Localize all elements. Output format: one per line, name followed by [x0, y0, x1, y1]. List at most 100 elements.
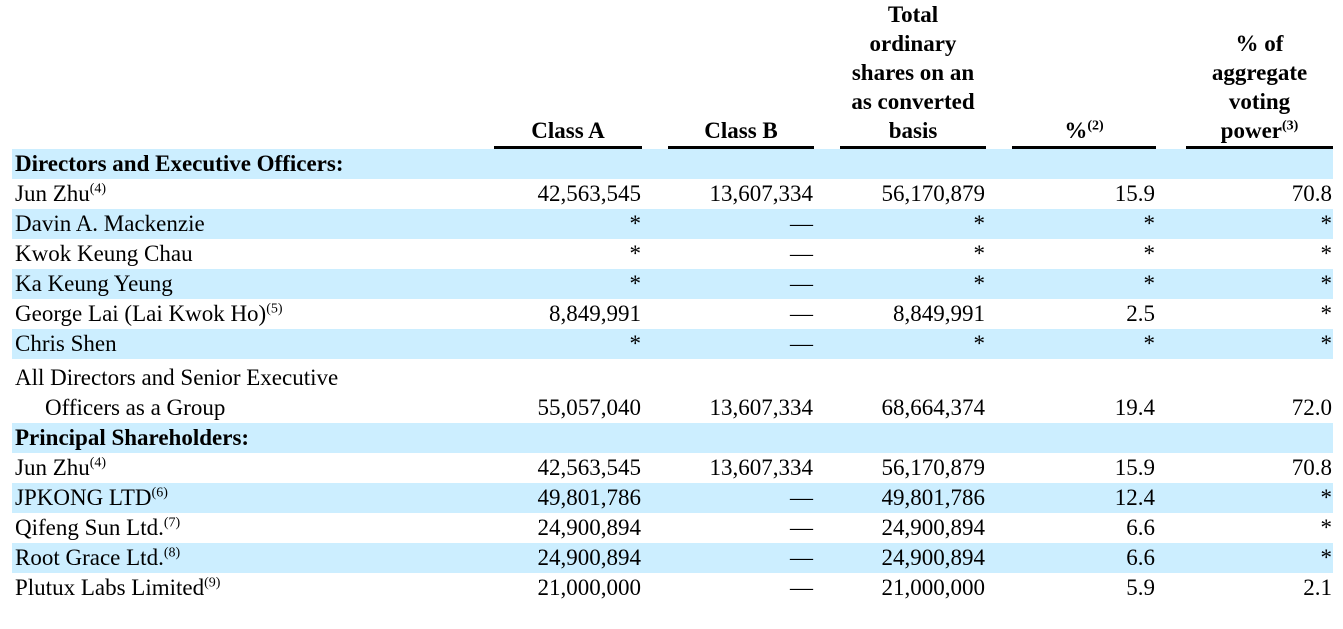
total-shares-value: 49,801,786 [881, 485, 986, 510]
shareholder-row: Plutux Labs Limited(9) 21,000,000 — 21,000,… [12, 573, 1333, 603]
class-a-value: 24,900,894 [537, 545, 642, 570]
class-a-value: 8,849,991 [549, 301, 641, 326]
column-header-underline: % of aggregate voting power(3) [1186, 29, 1333, 149]
column-header-class-a: Class A [490, 0, 642, 149]
header-row: Class A Class B Total ordinary shares on… [12, 0, 1333, 149]
column-header-total-shares: Total ordinary shares on an as converted… [814, 0, 986, 149]
footnote-ref: (9) [204, 575, 221, 591]
holder-name-line1: All Directors and Senior Executive [15, 365, 339, 390]
column-header-label: Total ordinary shares on an as converted… [851, 2, 975, 143]
percent-value: 15.9 [1114, 455, 1155, 480]
holder-name-text: Plutux Labs Limited [15, 575, 205, 600]
column-header-label: Class B [704, 118, 778, 143]
total-shares-value: * [973, 331, 986, 356]
footnote-ref: (3) [1282, 118, 1299, 134]
section-row: Principal Shareholders: [12, 423, 1333, 453]
holder-name-text: Kwok Keung Chau [15, 241, 193, 266]
class-b-value: — [790, 545, 813, 570]
section-title: Directors and Executive Officers: [15, 151, 344, 176]
footnote-ref: (8) [163, 545, 181, 561]
shareholder-row: Qifeng Sun Ltd.(7) 24,900,894 — 24,900,894 6… [12, 513, 1333, 543]
footnote-ref: (2) [1087, 118, 1104, 134]
total-shares-value: 8,849,991 [893, 301, 985, 326]
percent-value: 19.4 [1114, 395, 1155, 420]
class-a-value: 24,900,894 [537, 515, 642, 540]
class-a-value: 21,000,000 [537, 575, 642, 600]
class-a-value: * [629, 241, 642, 266]
class-b-value: — [790, 485, 813, 510]
class-b-value: 13,607,334 [709, 181, 814, 206]
class-b-value: — [790, 331, 813, 356]
shareholder-row: Root Grace Ltd.(8) 24,900,894 — 24,900,894 6… [12, 543, 1333, 573]
holder-name-text: Jun Zhu [15, 181, 90, 206]
holder-name: Plutux Labs Limited(9) [12, 573, 490, 603]
total-shares-value: 56,170,879 [881, 455, 986, 480]
holder-name-text: Chris Shen [15, 331, 117, 356]
total-shares-value: 24,900,894 [881, 545, 986, 570]
column-header-voting-power: % of aggregate voting power(3) [1156, 0, 1333, 149]
holder-name-text: Qifeng Sun Ltd. [15, 515, 164, 540]
holder-column-header [12, 0, 490, 149]
shareholder-row: Chris Shen * — * * * [12, 329, 1333, 359]
percent-value: * [1143, 331, 1156, 356]
total-shares-value: 68,664,374 [881, 395, 986, 420]
class-b-value: — [790, 575, 813, 600]
holder-name-text: JPKONG LTD [15, 485, 152, 510]
holder-name: All Directors and Senior Executive Office… [12, 359, 490, 423]
percent-value: * [1143, 241, 1156, 266]
table-body: Directors and Executive Officers: Jun Zhu… [12, 149, 1333, 603]
column-header-underline: %(2) [1012, 116, 1156, 149]
column-header-underline: Total ordinary shares on an as converted… [840, 0, 986, 149]
voting-power-value: * [1320, 331, 1333, 356]
class-a-value: * [629, 331, 642, 356]
group-total-row: All Directors and Senior Executive Office… [12, 359, 1333, 423]
holder-name: Kwok Keung Chau [12, 239, 490, 269]
voting-power-value: 70.8 [1291, 455, 1332, 480]
total-shares-value: * [973, 271, 986, 296]
class-a-value: * [629, 271, 642, 296]
holder-name: George Lai (Lai Kwok Ho)(5) [12, 299, 490, 329]
holder-name: Jun Zhu(4) [12, 179, 490, 209]
total-shares-value: 24,900,894 [881, 515, 986, 540]
voting-power-value: 72.0 [1291, 395, 1332, 420]
shareholder-row: Davin A. Mackenzie * — * * * [12, 209, 1333, 239]
percent-value: 6.6 [1126, 515, 1155, 540]
shareholder-row: JPKONG LTD(6) 49,801,786 — 49,801,786 12.4 * [12, 483, 1333, 513]
shareholding-table: Class A Class B Total ordinary shares on… [12, 0, 1333, 603]
voting-power-value: * [1320, 211, 1333, 236]
percent-value: 2.5 [1126, 301, 1155, 326]
percent-value: 15.9 [1114, 181, 1155, 206]
footnote-ref: (7) [163, 515, 181, 531]
class-a-value: 55,057,040 [537, 395, 642, 420]
class-a-value: 42,563,545 [537, 181, 642, 206]
voting-power-value: 2.1 [1303, 575, 1332, 600]
column-header-label: % [1064, 118, 1088, 143]
section-title: Principal Shareholders: [15, 425, 250, 450]
footnote-ref: (6) [151, 485, 168, 501]
holder-name: JPKONG LTD(6) [12, 483, 490, 513]
shareholder-row: Jun Zhu(4) 42,563,545 13,607,334 56,170,879… [12, 179, 1333, 209]
shareholder-row: Jun Zhu(4) 42,563,545 13,607,334 56,170,879… [12, 453, 1333, 483]
footnote-ref: (4) [89, 455, 107, 471]
voting-power-value: * [1320, 271, 1333, 296]
class-b-value: 13,607,334 [709, 395, 814, 420]
class-a-value: 49,801,786 [537, 485, 642, 510]
voting-power-value: * [1320, 241, 1333, 266]
class-b-value: — [790, 301, 813, 326]
class-b-value: — [790, 241, 813, 266]
column-header-underline: Class A [494, 116, 642, 149]
column-header-underline: Class B [668, 116, 814, 149]
total-shares-value: * [973, 241, 986, 266]
column-header-percent: %(2) [986, 0, 1156, 149]
voting-power-value: * [1320, 545, 1333, 570]
voting-power-value: * [1320, 515, 1333, 540]
percent-value: 5.9 [1126, 575, 1155, 600]
percent-value: * [1143, 271, 1156, 296]
class-b-value: 13,607,334 [709, 455, 814, 480]
total-shares-value: * [973, 211, 986, 236]
voting-power-value: * [1320, 301, 1333, 326]
voting-power-value: * [1320, 485, 1333, 510]
holder-name: Qifeng Sun Ltd.(7) [12, 513, 490, 543]
footnote-ref: (4) [89, 181, 107, 197]
